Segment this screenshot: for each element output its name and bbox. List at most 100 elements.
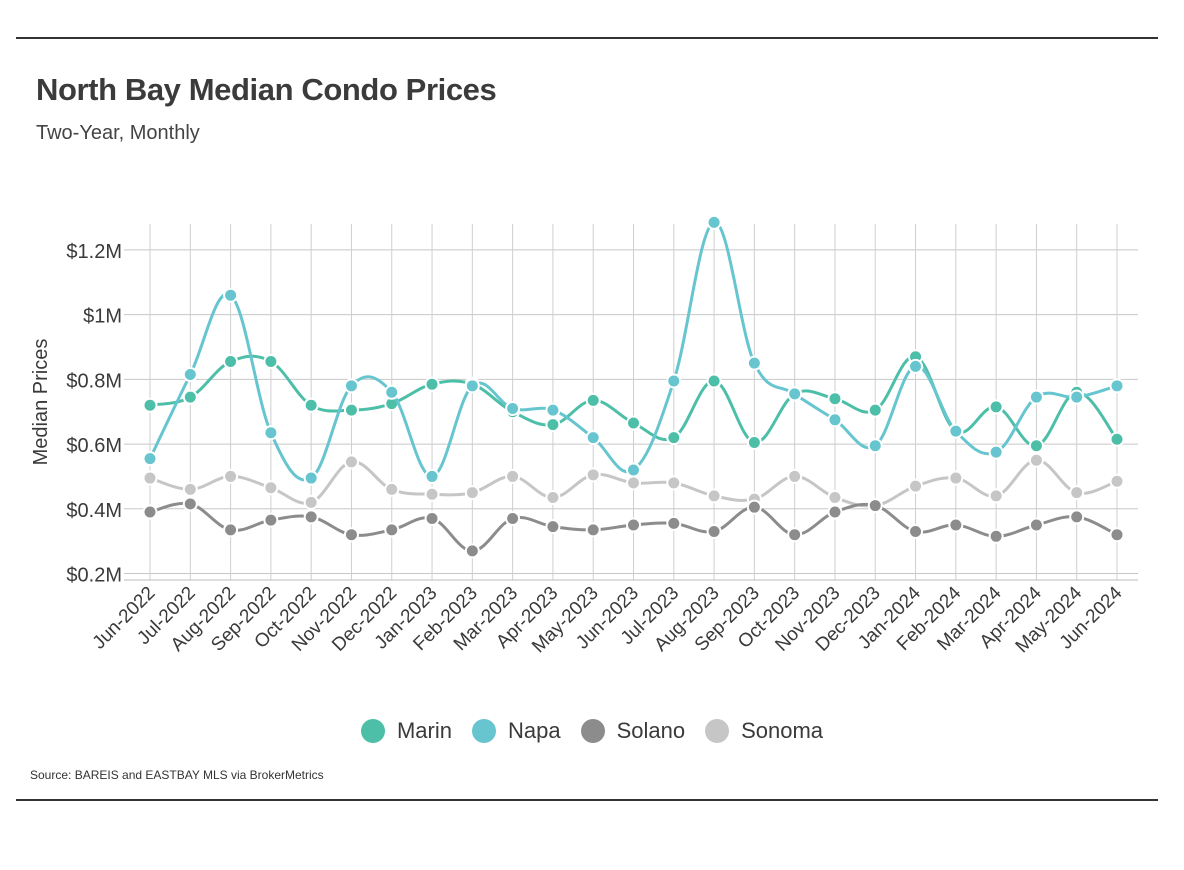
top-rule xyxy=(16,37,1158,39)
data-point-sonoma xyxy=(505,468,521,484)
data-point-solano xyxy=(505,511,521,527)
data-point-napa xyxy=(384,384,400,400)
data-point-napa xyxy=(1069,389,1085,405)
data-point-sonoma xyxy=(1109,473,1125,489)
data-point-napa xyxy=(343,378,359,394)
data-point-solano xyxy=(303,509,319,525)
data-point-marin xyxy=(142,397,158,413)
data-point-sonoma xyxy=(827,489,843,505)
data-point-sonoma xyxy=(585,467,601,483)
data-point-sonoma xyxy=(223,468,239,484)
data-point-marin xyxy=(1109,431,1125,447)
data-point-solano xyxy=(424,511,440,527)
data-point-solano xyxy=(464,543,480,559)
data-point-solano xyxy=(948,517,964,533)
data-point-sonoma xyxy=(988,488,1004,504)
data-point-marin xyxy=(626,415,641,431)
legend-swatch-napa xyxy=(471,719,496,743)
data-point-sonoma xyxy=(908,478,924,494)
data-point-solano xyxy=(223,522,239,538)
data-point-marin xyxy=(545,417,561,433)
data-point-marin xyxy=(223,354,239,370)
data-point-solano xyxy=(867,498,883,514)
data-point-napa xyxy=(1109,378,1125,394)
data-point-solano xyxy=(182,496,198,512)
chart-title: North Bay Median Condo Prices xyxy=(36,72,497,107)
series-layer xyxy=(142,214,1125,559)
data-point-marin xyxy=(666,430,682,446)
data-point-solano xyxy=(706,523,722,539)
data-point-napa xyxy=(303,470,319,486)
data-point-marin xyxy=(706,373,722,389)
y-tick-label: $0.8M xyxy=(66,370,122,392)
data-point-solano xyxy=(988,528,1004,544)
y-tick-label: $1.2M xyxy=(66,241,122,263)
legend-item-marin: Marin xyxy=(360,718,452,744)
legend-swatch-sonoma xyxy=(705,719,730,743)
data-point-solano xyxy=(626,517,641,533)
data-point-napa xyxy=(223,287,239,303)
data-point-napa xyxy=(505,400,521,416)
data-point-marin xyxy=(827,391,843,407)
legend-label-solano: Solano xyxy=(616,718,686,743)
data-point-marin xyxy=(343,402,359,418)
series-napa xyxy=(142,214,1125,486)
data-point-solano xyxy=(787,527,803,543)
data-point-marin xyxy=(988,399,1004,415)
data-point-napa xyxy=(1028,389,1044,405)
data-point-solano xyxy=(1028,517,1044,533)
data-point-sonoma xyxy=(1069,485,1085,501)
data-point-napa xyxy=(464,378,480,394)
legend-swatch-solano xyxy=(580,719,605,743)
data-point-napa xyxy=(263,425,279,441)
data-point-marin xyxy=(1028,438,1044,454)
y-tick-label: $0.4M xyxy=(66,500,122,522)
data-point-marin xyxy=(585,392,601,408)
y-axis-label: Median Prices xyxy=(30,339,52,466)
data-point-sonoma xyxy=(343,454,359,470)
data-point-napa xyxy=(867,438,883,454)
legend-label-sonoma: Sonoma xyxy=(741,718,824,743)
chart-legend: Marin Napa Solano Sonoma xyxy=(0,718,1184,744)
data-point-sonoma xyxy=(787,468,803,484)
data-point-marin xyxy=(746,434,762,450)
legend-swatch-marin xyxy=(360,719,385,743)
data-point-napa xyxy=(787,386,803,402)
data-point-napa xyxy=(666,373,682,389)
legend-item-napa: Napa xyxy=(471,718,561,744)
data-point-solano xyxy=(666,515,682,531)
data-point-marin xyxy=(424,376,440,392)
data-point-sonoma xyxy=(545,489,561,505)
data-point-napa xyxy=(585,430,601,446)
data-point-solano xyxy=(142,504,158,520)
data-point-solano xyxy=(384,522,400,538)
legend-item-solano: Solano xyxy=(580,718,686,744)
data-point-solano xyxy=(908,523,924,539)
data-point-solano xyxy=(746,499,762,515)
data-point-solano xyxy=(827,504,843,520)
data-point-sonoma xyxy=(464,485,480,501)
data-point-solano xyxy=(585,522,601,538)
data-point-sonoma xyxy=(424,486,440,502)
y-tick-label: $1M xyxy=(83,306,122,328)
data-point-napa xyxy=(424,468,440,484)
series-solano xyxy=(142,496,1125,559)
legend-label-marin: Marin xyxy=(396,718,452,743)
legend-label-napa: Napa xyxy=(507,718,561,743)
data-point-marin xyxy=(263,354,279,370)
bottom-rule xyxy=(16,799,1158,801)
data-point-sonoma xyxy=(384,481,400,497)
data-point-solano xyxy=(1069,509,1085,525)
data-point-solano xyxy=(263,512,279,528)
data-point-sonoma xyxy=(626,475,641,491)
legend-item-sonoma: Sonoma xyxy=(705,718,823,744)
data-point-solano xyxy=(343,527,359,543)
data-point-sonoma xyxy=(142,470,158,486)
data-point-sonoma xyxy=(263,480,279,496)
data-point-napa xyxy=(746,355,762,371)
data-point-sonoma xyxy=(666,475,682,491)
data-point-napa xyxy=(706,214,722,230)
data-point-napa xyxy=(545,402,561,418)
data-point-napa xyxy=(626,462,641,478)
